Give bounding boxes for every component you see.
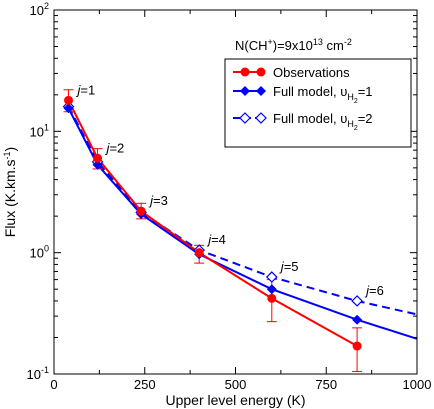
model1-point (92, 159, 103, 170)
y-tick-base: 10 (30, 246, 44, 261)
transition-label: j=1 (76, 82, 96, 97)
y-tick-label: 10-1 (27, 365, 49, 382)
transition-label: j=3 (148, 193, 168, 208)
transition-label: j=4 (206, 232, 226, 247)
y-tick-base: 10 (27, 367, 41, 382)
y-axis-title-end: ) (2, 147, 18, 152)
legend-swatch-model1-marker-right (256, 86, 266, 96)
model1-point (266, 284, 277, 295)
transition-label-j: j (148, 193, 154, 208)
y-axis-title: Flux (K.km.s-1) (2, 147, 18, 237)
observation-point (267, 293, 277, 303)
legend-swatch-model1-marker-left (240, 86, 250, 96)
model1-point (63, 103, 74, 114)
x-axis-title: Upper level energy (K) (165, 392, 305, 408)
legend-label-observations: Observations (273, 65, 350, 80)
transition-label-j: j (206, 232, 212, 247)
legend-box (224, 58, 412, 148)
y-tick-exponent: 0 (44, 244, 49, 254)
model2-point (351, 295, 363, 307)
y-axis-title-main: Flux (K.km.s (2, 159, 18, 237)
column-density-annotation: N(CH+)=9x1013 cm-2 (235, 37, 352, 53)
transition-label-number: =6 (369, 283, 384, 298)
transition-label-j: j (105, 140, 111, 155)
transition-label-number: =5 (284, 259, 299, 274)
legend-swatch-observations-marker-right (256, 67, 266, 77)
y-tick-label: 100 (30, 244, 49, 261)
transition-label: j=2 (105, 140, 125, 155)
transition-label-number: =2 (109, 140, 124, 155)
transition-label: j=5 (279, 259, 299, 274)
x-tick-label: 250 (134, 377, 156, 392)
transition-label-j: j (279, 259, 285, 274)
y-tick-base: 10 (30, 3, 44, 18)
observation-point (93, 153, 103, 163)
legend: Observations Full model, υH2=1 Full mode… (224, 58, 412, 148)
legend-label-model1: Full model, υH2=1 (273, 84, 373, 105)
observation-point (64, 95, 74, 105)
legend-label-model2: Full model, υH2=2 (273, 111, 373, 132)
x-tick-label: 1000 (403, 377, 432, 392)
y-tick-exponent: -1 (41, 365, 49, 375)
transition-label-number: =3 (153, 193, 168, 208)
y-tick-exponent: 1 (44, 122, 49, 132)
transition-label-number: =4 (211, 232, 226, 247)
y-tick-base: 10 (30, 124, 44, 139)
observation-point (352, 341, 362, 351)
transition-label-j: j (76, 82, 82, 97)
legend-swatch-model2-marker-right (255, 112, 267, 124)
transition-label: j=6 (364, 283, 384, 298)
model1-point (352, 314, 363, 325)
transition-label-number: =1 (80, 82, 95, 97)
x-tick-label: 0 (50, 377, 57, 392)
y-tick-label: 102 (30, 1, 49, 18)
legend-swatch-observations-marker-left (240, 67, 250, 77)
legend-swatch-model2-marker-left (239, 112, 251, 124)
x-tick-label: 500 (225, 377, 247, 392)
observation-point (194, 248, 204, 258)
y-tick-label: 101 (30, 122, 49, 139)
y-axis-title-sup: -1 (2, 151, 12, 159)
observation-point (136, 206, 146, 216)
model2-point (265, 271, 278, 283)
transition-label-j: j (364, 283, 370, 298)
y-tick-exponent: 2 (44, 1, 49, 11)
x-tick-label: 750 (315, 377, 337, 392)
